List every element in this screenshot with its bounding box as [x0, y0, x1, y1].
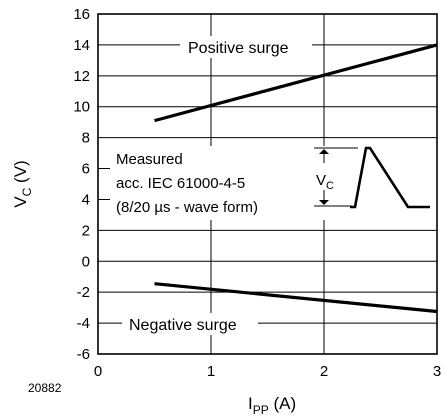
- y-tick-label: 0: [82, 253, 90, 270]
- annotation-bg: [110, 146, 438, 220]
- y-tick-label: 16: [73, 6, 90, 23]
- annotation-line-2: acc. IEC 61000-4-5: [116, 175, 245, 192]
- y-tick-label: -2: [77, 284, 90, 301]
- y-tick-label: 10: [73, 99, 90, 116]
- x-tick-label: 0: [94, 363, 102, 380]
- x-tick-label: 1: [207, 363, 215, 380]
- y-tick-label: 2: [82, 222, 90, 239]
- x-axis-label: IPP (A): [248, 394, 296, 417]
- negative-surge-label-bg: [122, 313, 258, 335]
- negative-surge-line: [154, 282, 438, 314]
- y-tick-label: 12: [73, 68, 90, 85]
- inset-vc-label: VC: [316, 172, 334, 192]
- negative-surge-label: Negative surge: [129, 317, 237, 334]
- positive-surge-label: Positive surge: [188, 40, 289, 57]
- x-tick-label: 2: [320, 363, 328, 380]
- positive-surge-line: [154, 43, 438, 123]
- waveform-inset: [314, 146, 430, 209]
- y-tick-label: 14: [73, 37, 90, 54]
- y-tick-label: 6: [82, 161, 90, 178]
- plot-frame: [97, 13, 438, 355]
- y-tick-label: 4: [82, 191, 90, 208]
- y-tick-label: -4: [77, 315, 90, 332]
- x-tick-label: 3: [433, 363, 441, 380]
- annotation-line-1: Measured: [116, 151, 183, 168]
- positive-surge-label-bg: [180, 36, 312, 58]
- annotation-line-3: (8/20 µs - wave form): [116, 199, 258, 216]
- figure-number: 20882: [28, 381, 62, 395]
- y-axis-label: VC (V): [11, 160, 34, 207]
- y-tick-label: 8: [82, 130, 90, 147]
- y-tick-label: -6: [77, 346, 90, 363]
